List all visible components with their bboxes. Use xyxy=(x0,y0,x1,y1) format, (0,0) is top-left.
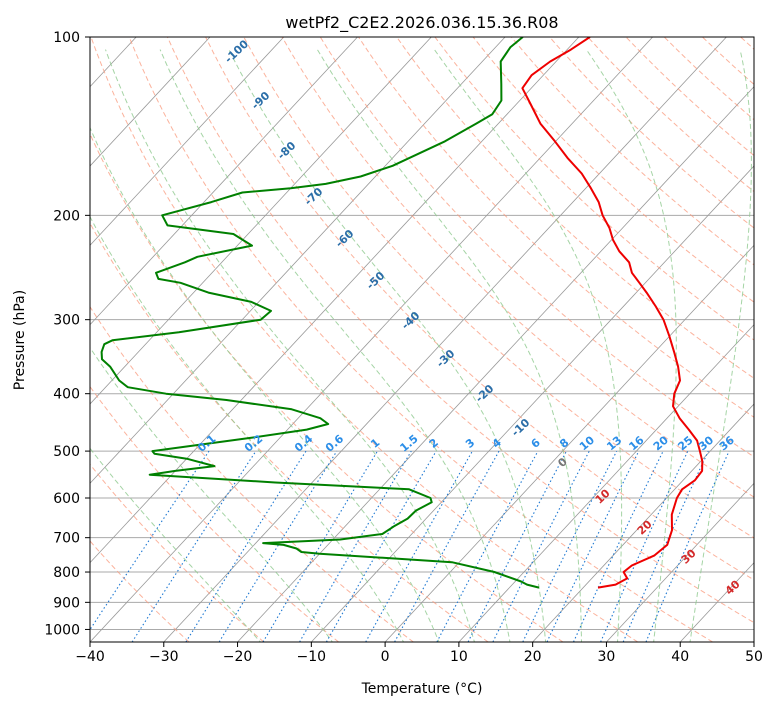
dry-adiabat-line xyxy=(472,37,754,303)
isotherm-line xyxy=(90,37,285,246)
y-tick-label: 300 xyxy=(53,313,80,329)
x-axis-label: Temperature (°C) xyxy=(361,681,483,697)
moist-adiabat-line xyxy=(90,346,334,642)
background-lines xyxy=(90,37,754,642)
mixing-ratio-line xyxy=(394,450,500,642)
mixing-ratio-line xyxy=(645,450,730,642)
series-layer xyxy=(100,37,704,589)
y-axis-label: Pressure (hPa) xyxy=(12,290,28,390)
mixing-ratio-line xyxy=(299,450,412,642)
moist-adiabat-line xyxy=(585,49,677,642)
mixing-ratio-line xyxy=(185,450,307,642)
x-tick-label: 40 xyxy=(671,649,689,665)
mixing-ratio-line xyxy=(522,450,618,642)
mixing-ratio-line xyxy=(262,450,378,642)
x-tick-label: −20 xyxy=(223,649,253,665)
mixing-ratio-line xyxy=(131,450,257,642)
isotherm-line xyxy=(532,403,754,642)
y-tick-label: 400 xyxy=(53,387,80,403)
mixing-ratio-line xyxy=(325,450,437,642)
isotherm-line xyxy=(90,37,358,326)
mixing-ratio-line xyxy=(546,450,640,642)
isotherm-line xyxy=(163,37,727,642)
dry-adiabat-line xyxy=(128,37,713,642)
y-tick-label: 800 xyxy=(53,565,80,581)
isotherm-line xyxy=(237,86,754,642)
moist-adiabat-line xyxy=(316,49,582,642)
isotherm-line xyxy=(90,37,653,642)
dry-adiabat-line xyxy=(90,37,639,642)
isotherm-line xyxy=(384,244,754,642)
isotherm-line xyxy=(458,324,754,642)
y-tick-label: 1000 xyxy=(44,622,80,638)
y-tick-label: 900 xyxy=(53,595,80,611)
isotherm-line xyxy=(90,37,211,167)
dry-adiabat-line xyxy=(625,37,754,157)
dry-adiabat-line xyxy=(281,37,754,498)
y-tick-label: 500 xyxy=(53,444,80,460)
isotherm-line xyxy=(90,37,580,564)
isotherm-line xyxy=(606,482,754,642)
y-tick-label: 100 xyxy=(53,30,80,46)
isotherm-line xyxy=(90,37,432,405)
moist-adiabat-line xyxy=(90,215,405,642)
dry-adiabat-line xyxy=(243,37,754,539)
moist-adiabat-line xyxy=(105,49,475,642)
moist-adiabat-line xyxy=(90,126,440,642)
dry-adiabat-line xyxy=(90,385,339,642)
dry-adiabat-line xyxy=(319,37,754,458)
x-tick-label: −40 xyxy=(75,649,105,665)
moist-adiabat-line xyxy=(159,49,511,642)
temperature-profile-line xyxy=(521,37,704,589)
isotherm-line xyxy=(90,37,506,484)
mixing-ratio-line xyxy=(600,450,689,642)
x-tick-label: 0 xyxy=(381,649,390,665)
dry-adiabat-line xyxy=(434,37,754,341)
dry-adiabat-line xyxy=(396,37,754,379)
x-tick-label: 10 xyxy=(450,649,468,665)
mixing-ratio-line xyxy=(572,450,664,642)
axes-layer: −40 −30 −20 −10 0 10 20 30 40 50 100 200 300 400 500 60… xyxy=(44,30,763,665)
moist-adiabat-line xyxy=(228,49,547,642)
chart-title: wetPf2_C2E2.2026.036.15.36.R08 xyxy=(285,13,558,33)
mixing-ratio-line xyxy=(218,450,338,642)
dewpoint-profile-line xyxy=(100,37,540,589)
x-tick-label: −30 xyxy=(149,649,179,665)
mixing-ratio-line xyxy=(365,450,473,642)
y-tick-label: 200 xyxy=(53,208,80,224)
x-tick-label: 30 xyxy=(598,649,616,665)
x-tick-label: 50 xyxy=(745,649,763,665)
y-tick-label: 700 xyxy=(53,531,80,547)
dry-adiabat-line xyxy=(549,37,754,229)
x-tick-label: −10 xyxy=(297,649,327,665)
plot-frame xyxy=(89,36,755,643)
x-tick-label: 20 xyxy=(524,649,542,665)
moist-adiabat-line xyxy=(689,49,752,642)
dry-adiabat-line xyxy=(90,222,489,642)
dry-adiabat-line xyxy=(90,463,265,642)
moist-adiabat-line xyxy=(90,447,262,642)
dry-adiabat-line xyxy=(358,37,754,418)
y-tick-label: 600 xyxy=(53,491,80,507)
moist-adiabat-line xyxy=(433,49,623,642)
